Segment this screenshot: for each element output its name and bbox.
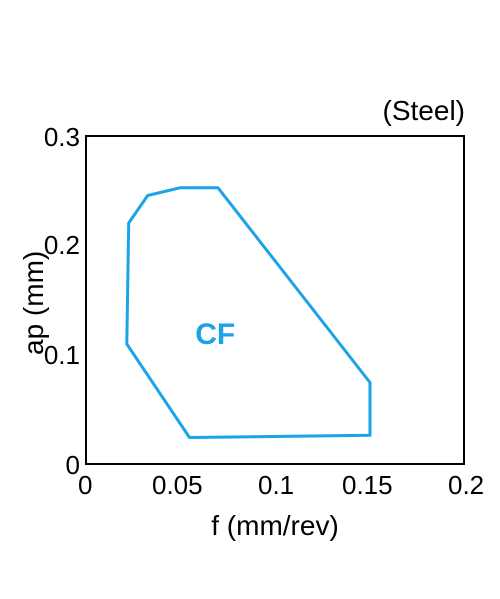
region-label: CF [195,318,235,352]
x-axis-label: f (mm/rev) [85,510,465,542]
xtick-0: 0 [78,470,92,501]
xtick-2: 0.1 [258,470,294,501]
xtick-3: 0.15 [342,470,393,501]
ytick-0: 0 [20,450,80,481]
xtick-4: 0.2 [448,470,484,501]
chart-canvas: (Steel) 0 0.1 0.2 0.3 0 0.05 0.1 0.15 0.… [0,0,500,599]
xtick-1: 0.05 [152,470,203,501]
region-polygon [85,135,465,465]
material-label: (Steel) [383,95,465,127]
y-axis-label: ap (mm) [18,251,50,355]
ytick-3: 0.3 [20,122,80,153]
